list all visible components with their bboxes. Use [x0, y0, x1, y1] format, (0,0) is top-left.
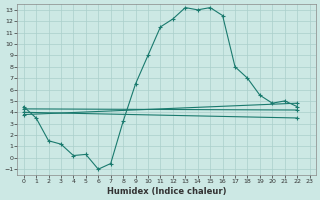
X-axis label: Humidex (Indice chaleur): Humidex (Indice chaleur) — [107, 187, 226, 196]
